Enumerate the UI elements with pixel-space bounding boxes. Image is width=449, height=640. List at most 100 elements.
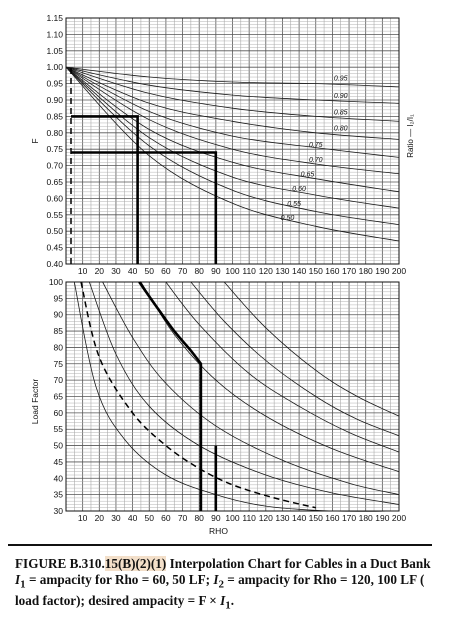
caption-prefix: FIGURE B.310. [15,556,105,571]
bottom-y-tick-label: 45 [54,457,64,467]
top-x-tick-label: 80 [194,266,204,276]
top-x-tick-label: 50 [145,266,155,276]
bottom-y-tick-label: 95 [54,293,64,303]
ratio-axis-label: Ratio — I₂/I₁ [406,114,415,158]
bottom-x-tick-label: 170 [342,513,356,523]
bottom-y-tick-label: 70 [54,375,64,385]
top-curve-label: 0.75 [309,142,323,149]
top-x-tick-label: 200 [392,266,406,276]
caption-sub1: 1 [20,578,26,591]
top-series-curve [65,66,400,242]
caption-end: . [230,592,235,608]
bottom-x-tick-label: 50 [145,513,155,523]
bottom-series-curve [140,281,400,473]
top-y-tick-label: 0.90 [46,95,63,105]
caption-rule [8,544,432,546]
caption-i3: I [220,592,226,608]
top-y-tick-label: 0.40 [46,259,63,269]
top-curve-label: 0.95 [334,76,348,83]
bottom-x-tick-label: 30 [111,513,121,523]
top-series-curve [65,66,400,209]
top-y-tick-label: 0.60 [46,193,63,203]
top-guide-bold [71,115,139,264]
bottom-x-axis-label: RHO [209,526,228,536]
bottom-x-tick-label: 130 [275,513,289,523]
top-series-curve [65,66,400,158]
bottom-x-tick-label: 190 [375,513,389,523]
top-x-tick-label: 100 [225,266,239,276]
interpolation-chart-figure: 1.15 1.10 1.05 1.00 0.95 0.90 0.85 0.80 0.75 0.70… [30,13,415,536]
top-x-tick-label: 160 [325,266,339,276]
top-y-tick-label: 1.10 [46,29,63,39]
top-series-curve [65,66,400,88]
bottom-y-tick-label: 30 [54,506,64,516]
bottom-series-curve [88,281,400,505]
top-series-curve [65,66,400,225]
top-series-curve [65,66,400,122]
top-y-tick-label: 0.65 [46,177,63,187]
top-x-tick-label: 10 [78,266,88,276]
top-x-tick-label: 140 [292,266,306,276]
top-x-tick-label: 60 [161,266,171,276]
top-x-tick-label: 20 [95,266,105,276]
bottom-x-tick-label: 60 [161,513,171,523]
bottom-y-tick-label: 80 [54,342,64,352]
top-y-tick-label: 0.55 [46,210,63,220]
bottom-y-tick-label: 55 [54,424,64,434]
caption-mid2: = ampacity for Rho = 120, 100 LF ( load … [15,571,425,608]
bottom-y-tick-label: 35 [54,490,64,500]
bottom-x-tick-label: 110 [242,513,256,523]
bottom-series-curve [190,281,400,437]
top-y-tick-label: 0.45 [46,243,63,253]
top-curve-label: 0.85 [334,110,348,117]
bottom-guide-dashed [80,281,316,509]
top-x-tick-label: 90 [211,266,221,276]
caption-sub2: 2 [218,578,224,591]
top-x-tick-label: 110 [242,266,256,276]
top-y-tick-label: 0.80 [46,128,63,138]
bottom-x-tick-label: 10 [78,513,88,523]
caption-mid1: = ampacity for Rho = 60, 50 LF; [25,571,214,587]
bottom-y-tick-label: 90 [54,310,64,320]
top-y-tick-label: 1.00 [46,62,63,72]
bottom-x-tick-label: 120 [259,513,273,523]
bottom-y-tick-label: 75 [54,359,64,369]
caption-i2: I [213,571,219,587]
bottom-x-tick-label: 40 [128,513,138,523]
top-y-tick-label: 0.95 [46,79,63,89]
top-x-tick-label: 70 [178,266,188,276]
top-x-tick-label: 40 [128,266,138,276]
bottom-x-tick-label: 70 [178,513,188,523]
bottom-x-tick-label: 20 [95,513,105,523]
caption-title: Interpolation Chart for Cables in a Duct… [166,556,431,571]
caption-code: 15(B)(2)(1) [104,556,167,571]
bottom-y-axis-label: Load Factor [30,379,40,425]
top-x-tick-label: 130 [275,266,289,276]
top-guide-bold [71,151,218,264]
bottom-y-tick-label: 100 [49,277,63,287]
top-plot-frame [65,17,400,265]
top-series-curve [65,66,400,193]
figure-caption: FIGURE B.310.15(B)(2)(1) Interpolation C… [15,556,435,614]
top-x-tick-label: 30 [111,266,121,276]
bottom-y-tick-label: 50 [54,441,64,451]
bottom-y-tick-label: 40 [54,473,64,483]
top-curve-label: 0.90 [334,93,348,100]
bottom-series-curve [165,281,400,453]
top-y-tick-label: 0.75 [46,144,63,154]
bottom-guide-bold [138,281,203,511]
bottom-x-tick-label: 150 [309,513,323,523]
top-x-tick-label: 170 [342,266,356,276]
top-series-curve [65,66,400,140]
bottom-series-curve [223,281,400,417]
bottom-plot-frame [65,281,400,512]
caption-sub3: 1 [225,599,231,612]
bottom-y-tick-label: 65 [54,392,64,402]
bottom-y-tick-label: 60 [54,408,64,418]
bottom-series-curve [102,281,400,495]
top-x-tick-label: 120 [259,266,273,276]
bottom-series-curve [73,281,400,512]
top-y-tick-label: 0.70 [46,161,63,171]
bottom-x-tick-label: 180 [359,513,373,523]
top-y-axis-label: F [30,138,40,143]
